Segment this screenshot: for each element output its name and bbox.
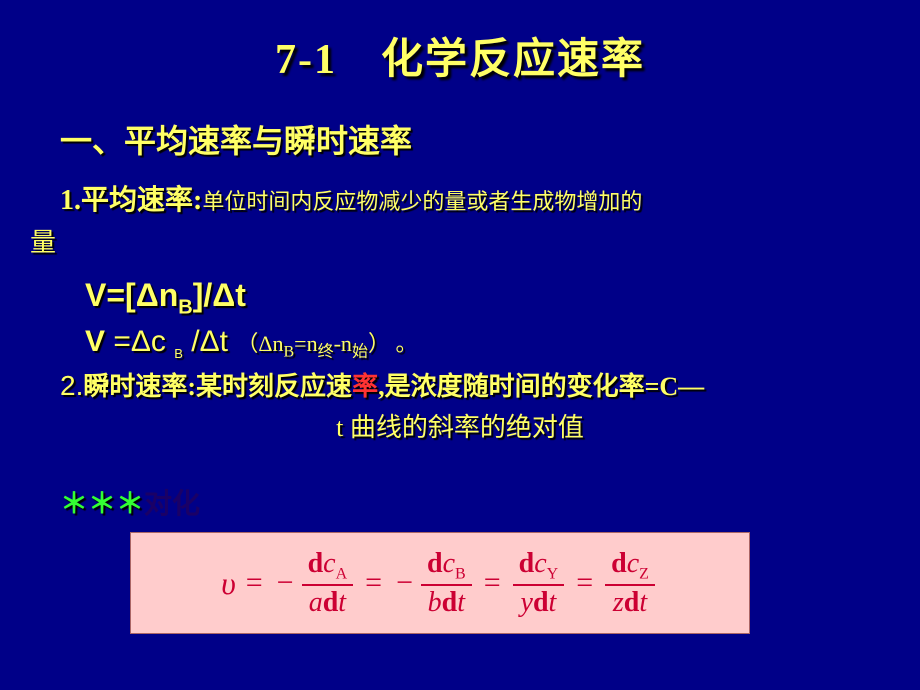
formula-2: V =Δc B /Δt （ΔnB=n终-n始） 。 <box>85 325 890 361</box>
d-2n: d <box>519 548 535 579</box>
note-minus: -n <box>334 331 352 356</box>
note-sub-start: 始 <box>352 344 368 361</box>
eq-equals-0: = <box>246 566 263 600</box>
d-1d: d <box>442 587 458 618</box>
item-2-part2: 是浓度随时间的变化率 <box>385 372 645 401</box>
formula-1-lhs: V=[Δn <box>85 277 178 313</box>
item-2-part1: 某时刻反应速 <box>196 372 352 401</box>
t-3: t <box>639 587 647 618</box>
eq-upsilon: υ <box>221 565 236 602</box>
item-1-def2: 量 <box>30 222 890 259</box>
sub-0: A <box>336 565 348 582</box>
eq-frac-0: dcA adt <box>302 547 354 619</box>
formula-2-v: V <box>85 325 113 358</box>
note-eq: =n <box>294 331 317 356</box>
note-sub-end: 终 <box>318 344 334 361</box>
d-0n: d <box>308 548 324 579</box>
item-2-line-b: t 曲线的斜率的绝对值 <box>30 407 890 444</box>
var-0: c <box>323 548 335 579</box>
formula-2-sub-b: B <box>174 346 183 361</box>
formula-1-sub: B <box>178 296 192 318</box>
stars-marks: ＊＊＊ <box>60 489 144 520</box>
equation-box: υ = − dcA adt = − dcB bdt = dcY ydt = dc… <box>130 532 750 634</box>
formula-1: V=[ΔnB]/Δt <box>85 277 890 319</box>
note-close: ） <box>368 331 390 356</box>
formula-2-note: （ΔnB=n终-n始） <box>236 331 395 356</box>
coef-2: y <box>521 587 533 618</box>
t-1: t <box>457 587 465 618</box>
slide-title: 7-1 化学反应速率 <box>30 25 890 86</box>
d-2d: d <box>533 587 549 618</box>
item-2-line2: t 曲线的斜率的绝对值 <box>336 413 584 442</box>
item-2-number: 2. <box>60 370 83 401</box>
stars-visible: 对化 <box>144 489 200 520</box>
note-sub-b: B <box>284 344 295 361</box>
sub-3: Z <box>639 565 649 582</box>
coef-0: a <box>309 587 323 618</box>
d-1n: d <box>427 548 443 579</box>
slide-root: 7-1 化学反应速率 一、平均速率与瞬时速率 1.平均速率:单位时间内反应物减少… <box>0 0 920 690</box>
eq-frac-3: dcZ zdt <box>605 547 655 619</box>
eq-frac-1: dcB bdt <box>421 547 472 619</box>
note-dn: Δn <box>258 331 283 356</box>
d-3n: d <box>611 548 627 579</box>
item-2-line: 2.瞬时速率:某时刻反应速率,是浓度随时间的变化率=C— <box>60 366 890 405</box>
var-2: c <box>534 548 546 579</box>
section-heading: 一、平均速率与瞬时速率 <box>60 116 890 162</box>
var-3: c <box>627 548 639 579</box>
coef-1: b <box>428 587 442 618</box>
item-1-number: 1. <box>60 185 81 216</box>
var-1: c <box>443 548 455 579</box>
item-1-line: 1.平均速率:单位时间内反应物减少的量或者生成物增加的 <box>60 180 890 222</box>
stars-line: ＊＊＊对化 <box>60 482 890 522</box>
formula-1-rhs: ]/Δt <box>193 277 246 313</box>
eq-neg-1: − <box>396 566 413 600</box>
item-2-red: 率 <box>352 372 378 401</box>
item-1-colon: : <box>193 185 202 216</box>
note-period: 。 <box>395 331 417 356</box>
d-3d: d <box>624 587 640 618</box>
equation: υ = − dcA adt = − dcB bdt = dcY ydt = dc… <box>221 547 659 619</box>
item-2-colon: : <box>187 372 196 401</box>
note-open: （ <box>236 331 258 356</box>
eq-frac-2: dcY ydt <box>513 547 565 619</box>
item-2-term: 瞬时速率 <box>83 372 187 401</box>
t-2: t <box>549 587 557 618</box>
formula-2-mid: /Δt <box>183 325 228 358</box>
eq-equals-3: = <box>576 566 593 600</box>
eq-neg-0: − <box>277 566 294 600</box>
item-1-term: 平均速率 <box>81 185 193 216</box>
formula-2-eq: =Δc <box>113 325 174 358</box>
d-0d: d <box>323 587 339 618</box>
item-2-eqc: =C— <box>645 372 705 401</box>
t-0: t <box>338 587 346 618</box>
item-1-def1: 单位时间内反应物减少的量或者生成物增加的 <box>202 189 642 214</box>
sub-1: B <box>455 565 466 582</box>
coef-3: z <box>613 587 624 618</box>
eq-equals-2: = <box>484 566 501 600</box>
sub-2: Y <box>547 565 559 582</box>
eq-equals-1: = <box>365 566 382 600</box>
